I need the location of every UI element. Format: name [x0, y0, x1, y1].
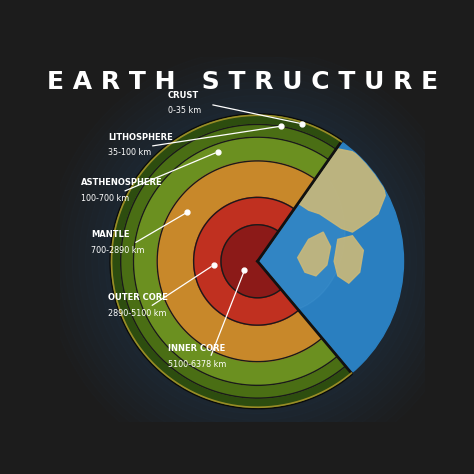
Wedge shape [221, 225, 281, 298]
Wedge shape [134, 137, 337, 385]
Wedge shape [157, 161, 322, 362]
Wedge shape [194, 197, 299, 325]
Text: OUTER CORE: OUTER CORE [108, 293, 168, 302]
Text: INNER CORE: INNER CORE [168, 344, 225, 353]
Text: 5100-6378 km: 5100-6378 km [168, 360, 227, 369]
Polygon shape [298, 232, 330, 276]
Wedge shape [121, 124, 346, 398]
Wedge shape [110, 114, 352, 409]
Polygon shape [199, 261, 232, 312]
Circle shape [111, 115, 403, 407]
Text: LITHOSPHERE: LITHOSPHERE [108, 133, 173, 142]
Wedge shape [134, 137, 337, 385]
Polygon shape [291, 148, 385, 232]
Wedge shape [121, 124, 346, 398]
Polygon shape [334, 236, 364, 283]
Wedge shape [194, 197, 299, 325]
Text: 35-100 km: 35-100 km [108, 148, 151, 157]
Text: MANTLE: MANTLE [91, 230, 130, 239]
Wedge shape [221, 225, 281, 298]
Text: E A R T H   S T R U C T U R E: E A R T H S T R U C T U R E [47, 70, 438, 94]
Text: 2890-5100 km: 2890-5100 km [108, 309, 166, 318]
Text: CRUST: CRUST [168, 91, 200, 100]
Text: 700-2890 km: 700-2890 km [91, 246, 145, 255]
Text: ASTHENOSPHERE: ASTHENOSPHERE [81, 178, 162, 187]
Text: 0-35 km: 0-35 km [168, 106, 201, 115]
Wedge shape [157, 161, 322, 362]
Text: 100-700 km: 100-700 km [81, 194, 129, 203]
Ellipse shape [214, 152, 345, 312]
Wedge shape [111, 115, 351, 407]
Wedge shape [111, 115, 351, 407]
